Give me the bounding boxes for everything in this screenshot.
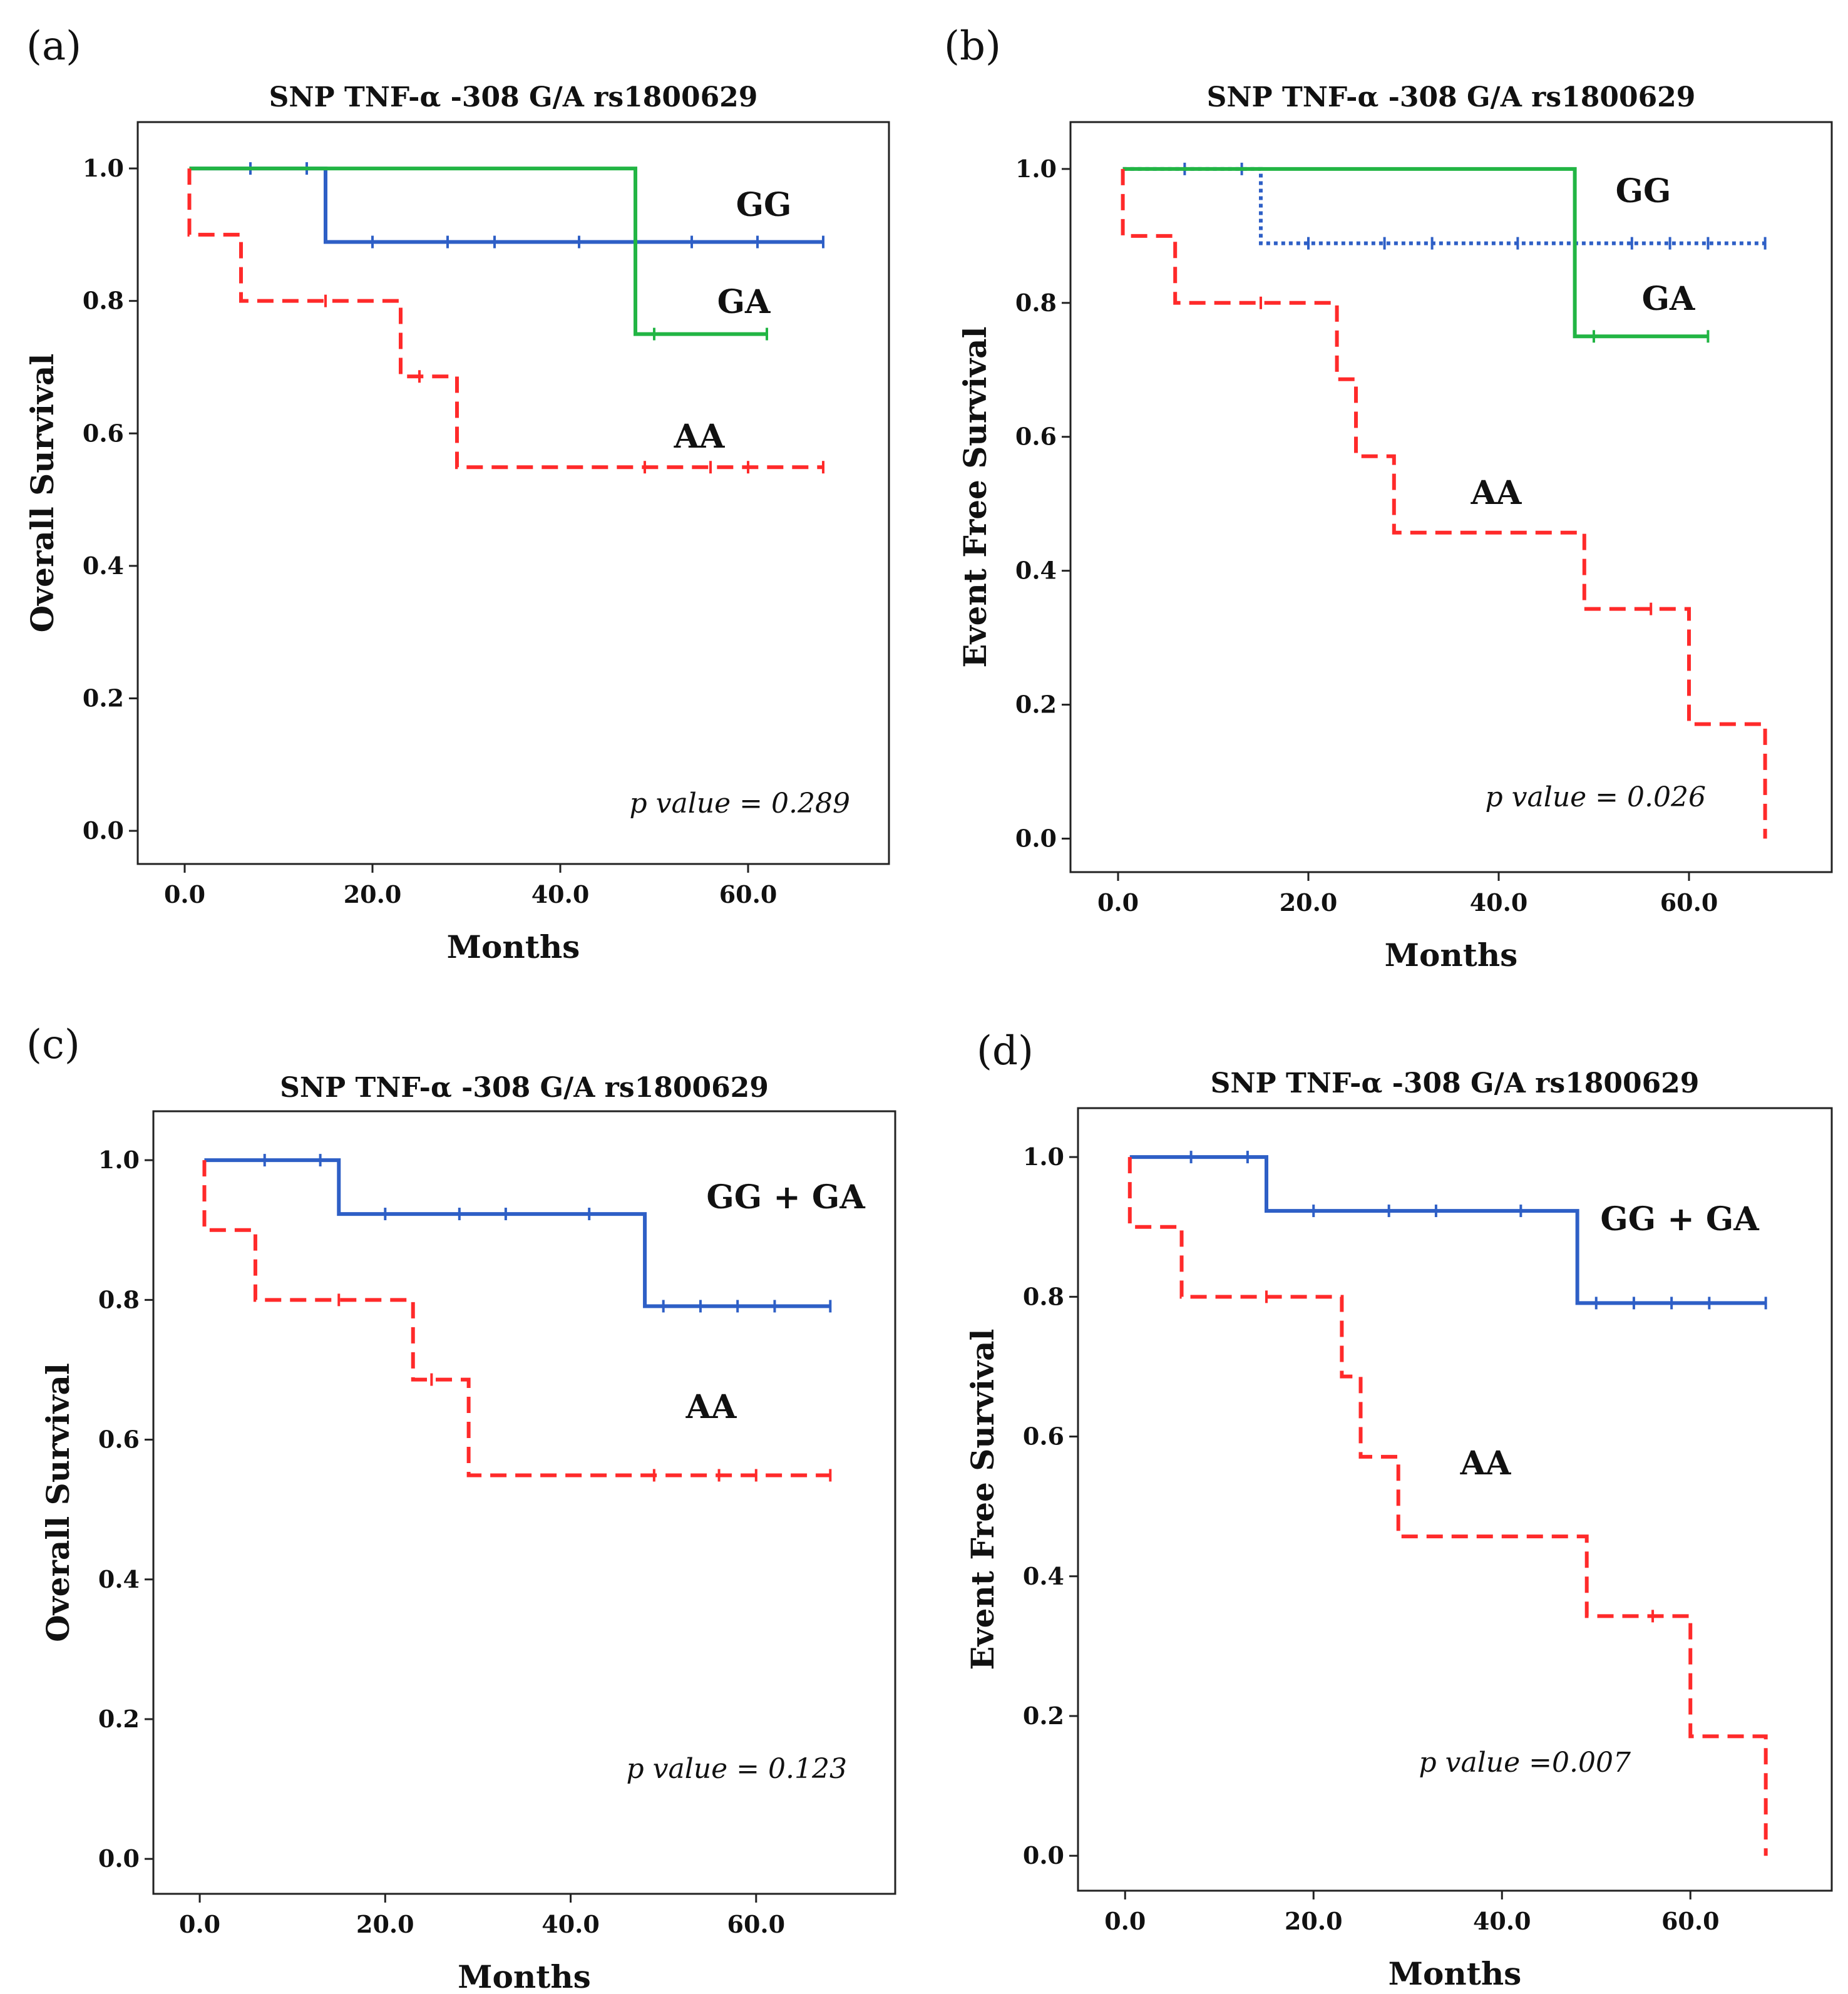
panel-label: (a): [26, 23, 81, 69]
series-label: GG: [736, 186, 792, 224]
x-tick-label: 40.0: [1473, 1907, 1531, 1935]
y-tick-label: 0.8: [1023, 1282, 1064, 1310]
y-axis-label: Overall Survival: [39, 1363, 76, 1642]
chart-panel-a: (a) SNP TNF-α -308 G/A rs1800629 0.0 0.2 0.4…: [24, 23, 890, 965]
survival-curve: [1129, 1155, 1766, 1305]
series-label: GA: [1642, 280, 1695, 318]
y-tick-label: 0.0: [1015, 825, 1057, 853]
y-tick-label: 0.4: [1023, 1562, 1064, 1590]
plot-frame: [136, 121, 890, 865]
series-label: GG: [1616, 172, 1671, 210]
x-tick-label: 60.0: [1660, 888, 1718, 917]
p-value-annotation: p value = 0.289: [630, 788, 851, 820]
plot-frame: [1069, 121, 1833, 873]
y-axis-label: Event Free Survival: [964, 1328, 1001, 1670]
x-axis-label: Months: [458, 1958, 591, 1991]
series-label: AA: [674, 418, 725, 456]
p-value-annotation: p value =0.007: [1419, 1747, 1631, 1779]
panel-label: (b): [944, 23, 1001, 69]
plot-frame: [152, 1110, 896, 1895]
y-tick-label: 0.8: [98, 1285, 140, 1313]
chart-title: SNP TNF-α -308 G/A rs1800629: [269, 81, 758, 113]
y-tick-label: 0.8: [1015, 289, 1057, 317]
x-axis-label: Months: [1385, 937, 1518, 974]
series-label: GA: [717, 283, 771, 321]
chart-title: SNP TNF-α -308 G/A rs1800629: [1207, 81, 1696, 113]
x-tick-label: 0.0: [164, 880, 205, 908]
series-ga: GA: [189, 167, 771, 341]
plot-frame: [1077, 1107, 1833, 1892]
y-tick-label: 0.8: [83, 287, 124, 315]
series-label: AA: [1471, 474, 1522, 512]
survival-curve: [187, 168, 823, 470]
x-tick-label: 20.0: [356, 1910, 414, 1938]
y-tick-label: 1.0: [1023, 1143, 1064, 1171]
y-tick-label: 0.4: [83, 552, 124, 580]
y-tick-label: 0.2: [98, 1705, 140, 1733]
x-tick-label: 0.0: [1104, 1907, 1146, 1935]
y-tick-label: 1.0: [98, 1146, 140, 1174]
x-axis-label: Months: [447, 928, 580, 965]
series-gg: GG: [1122, 162, 1767, 250]
y-tick-label: 0.0: [83, 816, 124, 845]
survival-curve: [189, 167, 823, 244]
series-gg-ga: GG + GA: [1129, 1151, 1767, 1310]
x-tick-label: 20.0: [1280, 888, 1338, 917]
x-tick-label: 40.0: [542, 1910, 600, 1938]
y-tick-label: 0.6: [83, 419, 124, 447]
y-tick-label: 0.4: [1015, 557, 1057, 585]
survival-curve: [1127, 1157, 1768, 1856]
x-tick-label: 20.0: [344, 880, 402, 908]
x-tick-label: 60.0: [727, 1910, 786, 1938]
series-aa: AA: [1127, 1157, 1768, 1856]
series-label: AA: [1460, 1444, 1511, 1483]
series-gg-ga: GG + GA: [204, 1154, 865, 1313]
x-axis-label: Months: [1389, 1955, 1522, 1991]
x-tick-label: 0.0: [1097, 888, 1139, 917]
survival-curve: [189, 167, 767, 336]
y-tick-label: 0.4: [98, 1565, 140, 1593]
survival-curve: [204, 1158, 831, 1308]
series-aa: AA: [187, 168, 824, 474]
x-tick-label: 60.0: [1661, 1907, 1720, 1935]
series-label: GG + GA: [1600, 1200, 1759, 1238]
x-tick-label: 60.0: [719, 880, 778, 908]
y-tick-label: 0.0: [1023, 1841, 1064, 1869]
y-tick-label: 1.0: [83, 154, 124, 182]
p-value-annotation: p value = 0.123: [627, 1753, 848, 1785]
y-tick-label: 0.6: [98, 1426, 140, 1454]
y-tick-label: 0.6: [1015, 423, 1057, 451]
panel-label: (c): [26, 1022, 80, 1068]
series-gg: GG: [189, 162, 824, 249]
y-axis-label: Event Free Survival: [957, 326, 993, 667]
survival-curve: [1121, 168, 1767, 839]
chart-panel-c: (c) SNP TNF-α -308 G/A rs1800629 0.0 0.2 0.4…: [26, 1022, 896, 1994]
series-aa: AA: [202, 1160, 832, 1482]
y-tick-label: 0.2: [83, 684, 124, 712]
chart-panel-b: (b) SNP TNF-α -308 G/A rs1800629 0.0 0.2 0.4…: [944, 23, 1833, 974]
y-axis-label: Overall Survival: [24, 354, 61, 633]
series-aa: AA: [1121, 168, 1767, 839]
series-label: GG + GA: [706, 1178, 865, 1216]
chart-title: SNP TNF-α -308 G/A rs1800629: [280, 1072, 769, 1104]
panel-label: (d): [977, 1028, 1034, 1074]
x-tick-label: 40.0: [1470, 888, 1528, 917]
y-tick-label: 0.2: [1015, 691, 1057, 719]
x-tick-label: 20.0: [1285, 1907, 1343, 1935]
survival-curve: [1122, 167, 1708, 339]
y-tick-label: 0.6: [1023, 1422, 1064, 1451]
chart-title: SNP TNF-α -308 G/A rs1800629: [1211, 1067, 1700, 1099]
series-label: AA: [685, 1388, 737, 1426]
chart-panel-d: (d) SNP TNF-α -308 G/A rs1800629 0.0 0.2 0.4…: [964, 1028, 1833, 1992]
survival-curve: [202, 1160, 831, 1478]
p-value-annotation: p value = 0.026: [1486, 781, 1707, 813]
y-tick-label: 0.2: [1023, 1702, 1064, 1730]
y-tick-label: 1.0: [1015, 155, 1057, 183]
series-ga: GA: [1122, 167, 1710, 343]
y-tick-label: 0.0: [98, 1844, 140, 1873]
x-tick-label: 40.0: [531, 880, 590, 908]
x-tick-label: 0.0: [179, 1910, 220, 1938]
